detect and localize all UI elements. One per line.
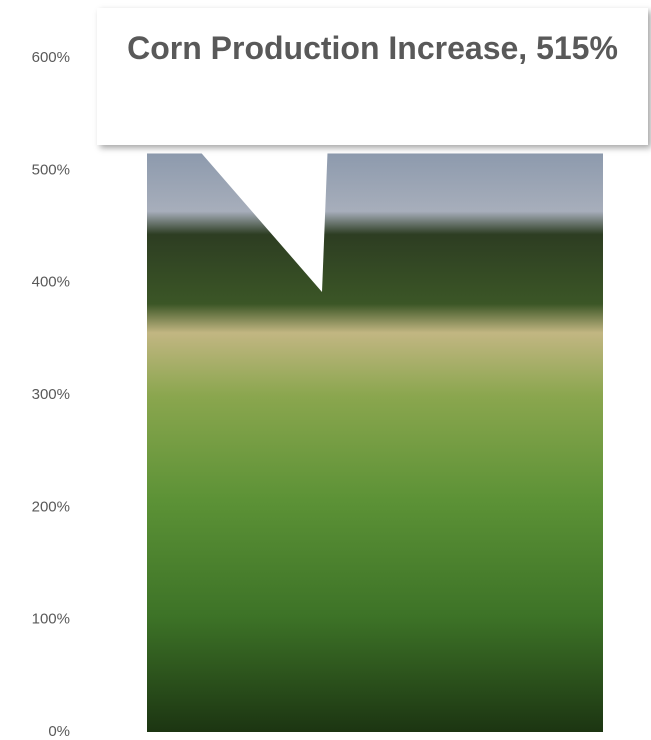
y-tick-label: 600% <box>32 49 70 66</box>
data-label: Corn Production Increase, 515% <box>97 8 648 145</box>
y-tick-label: 0% <box>48 723 70 740</box>
bar <box>147 153 603 732</box>
callout-pointer <box>190 140 328 292</box>
y-tick-label: 200% <box>32 498 70 515</box>
y-tick-label: 300% <box>32 386 70 403</box>
y-tick-label: 100% <box>32 611 70 628</box>
y-tick-label: 500% <box>32 161 70 178</box>
y-tick-label: 400% <box>32 274 70 291</box>
